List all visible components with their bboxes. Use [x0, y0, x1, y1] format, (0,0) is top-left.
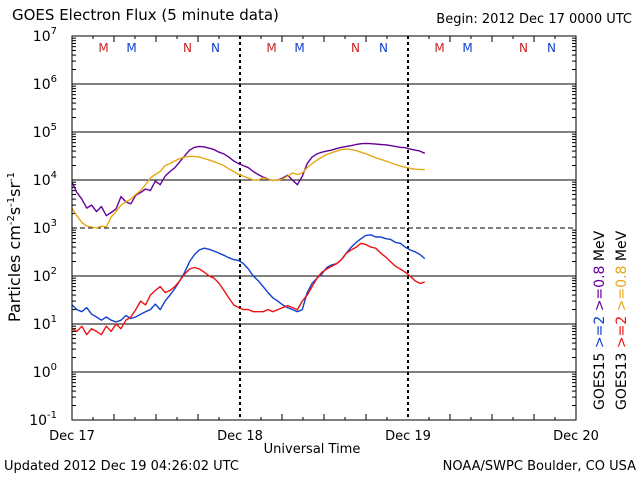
marker-m-goes13: M [434, 41, 444, 55]
series-goes15-0-8-mev [71, 142, 426, 217]
y-tick-base: 10 [33, 77, 51, 93]
y-tick-base: 10 [33, 29, 51, 45]
y-tick-label: 100 [33, 362, 57, 381]
x-tick-label: Dec 17 [49, 429, 95, 444]
ylabel-exp2: -1 [6, 197, 17, 207]
ylabel-exp3: -1 [6, 172, 17, 182]
legend-item: >=2 [614, 316, 630, 353]
y-tick-label: 107 [33, 26, 57, 45]
begin-time: Begin: 2012 Dec 17 0000 UTC [436, 12, 632, 27]
legend-item: MeV [614, 230, 630, 265]
x-axis-label: Universal Time [264, 442, 361, 457]
legend-group-goes15: GOES15 >=2 >=0.8 MeV [592, 230, 608, 410]
marker-n-goes15: N [211, 41, 220, 55]
x-tick-labels: Dec 17 Dec 18 Dec 19 Dec 20 [49, 429, 599, 444]
y-tick-label: 10-1 [29, 410, 57, 429]
marker-m-goes15: M [126, 41, 136, 55]
grid-layer [72, 36, 576, 420]
series-goes15-2-mev [71, 234, 426, 323]
plot-frame [71, 35, 577, 421]
y-tick-exponent: 4 [51, 170, 57, 181]
marker-n-goes15: N [379, 41, 388, 55]
y-tick-base: 10 [33, 317, 51, 333]
legend-item: >=2 [592, 316, 608, 353]
legend-item: MeV [592, 230, 608, 265]
y-tick-base: 10 [33, 221, 51, 237]
x-tick-label: Dec 19 [385, 429, 431, 444]
y-tick-base: 10 [29, 413, 47, 429]
y-tick-exponent: 5 [51, 122, 57, 133]
marker-n-goes13: N [519, 41, 528, 55]
marker-n-goes15: N [547, 41, 556, 55]
marker-n-goes13: N [351, 41, 360, 55]
x-tick-label: Dec 18 [217, 429, 263, 444]
legend-item: >=0.8 [592, 266, 608, 316]
y-tick-label: 105 [33, 122, 57, 141]
series-layer [71, 142, 426, 336]
marker-m-goes15: M [462, 41, 472, 55]
legend-group-goes13: GOES13 >=2 >=0.8 MeV [614, 230, 630, 410]
legend-item: GOES13 [614, 353, 630, 410]
y-tick-label: 103 [33, 218, 57, 237]
marker-m-goes13: M [98, 41, 108, 55]
y-tick-base: 10 [33, 125, 51, 141]
y-tick-exponent: 1 [51, 314, 57, 325]
frame-layer [71, 35, 577, 421]
y-tick-exponent: 2 [51, 266, 57, 277]
series-goes13-2-mev [71, 242, 425, 336]
y-tick-exponent: 0 [51, 362, 57, 373]
marker-m-goes15: M [294, 41, 304, 55]
y-tick-base: 10 [33, 269, 51, 285]
marker-m-goes13: M [266, 41, 276, 55]
y-tick-exponent: 6 [51, 74, 57, 85]
chart-title: GOES Electron Flux (5 minute data) [12, 6, 279, 24]
legend-item: GOES15 [592, 353, 608, 410]
updated-timestamp: Updated 2012 Dec 19 04:26:02 UTC [4, 459, 239, 474]
y-tick-exponent: 3 [51, 218, 57, 229]
ylabel-exp1: -2 [6, 215, 17, 225]
ylabel-mid1: s [5, 207, 24, 215]
series-goes13-0-8-mev [71, 148, 425, 229]
y-tick-exponent: -1 [47, 410, 57, 421]
y-tick-label: 106 [33, 74, 57, 93]
y-tick-label: 102 [33, 266, 57, 285]
ylabel-base: Particles cm [5, 225, 24, 322]
ylabel-mid2: sr [5, 182, 24, 197]
marker-n-goes13: N [183, 41, 192, 55]
x-tick-label: Dec 20 [553, 429, 599, 444]
y-tick-label: 104 [33, 170, 57, 189]
y-axis-label: Particles cm-2s-1sr-1 [5, 172, 24, 322]
legend-item: >=0.8 [614, 266, 630, 316]
y-tick-exponent: 7 [51, 26, 57, 37]
y-tick-base: 10 [33, 173, 51, 189]
y-tick-base: 10 [33, 365, 51, 381]
credit-label: NOAA/SWPC Boulder, CO USA [442, 459, 636, 474]
y-tick-label: 101 [33, 314, 57, 333]
